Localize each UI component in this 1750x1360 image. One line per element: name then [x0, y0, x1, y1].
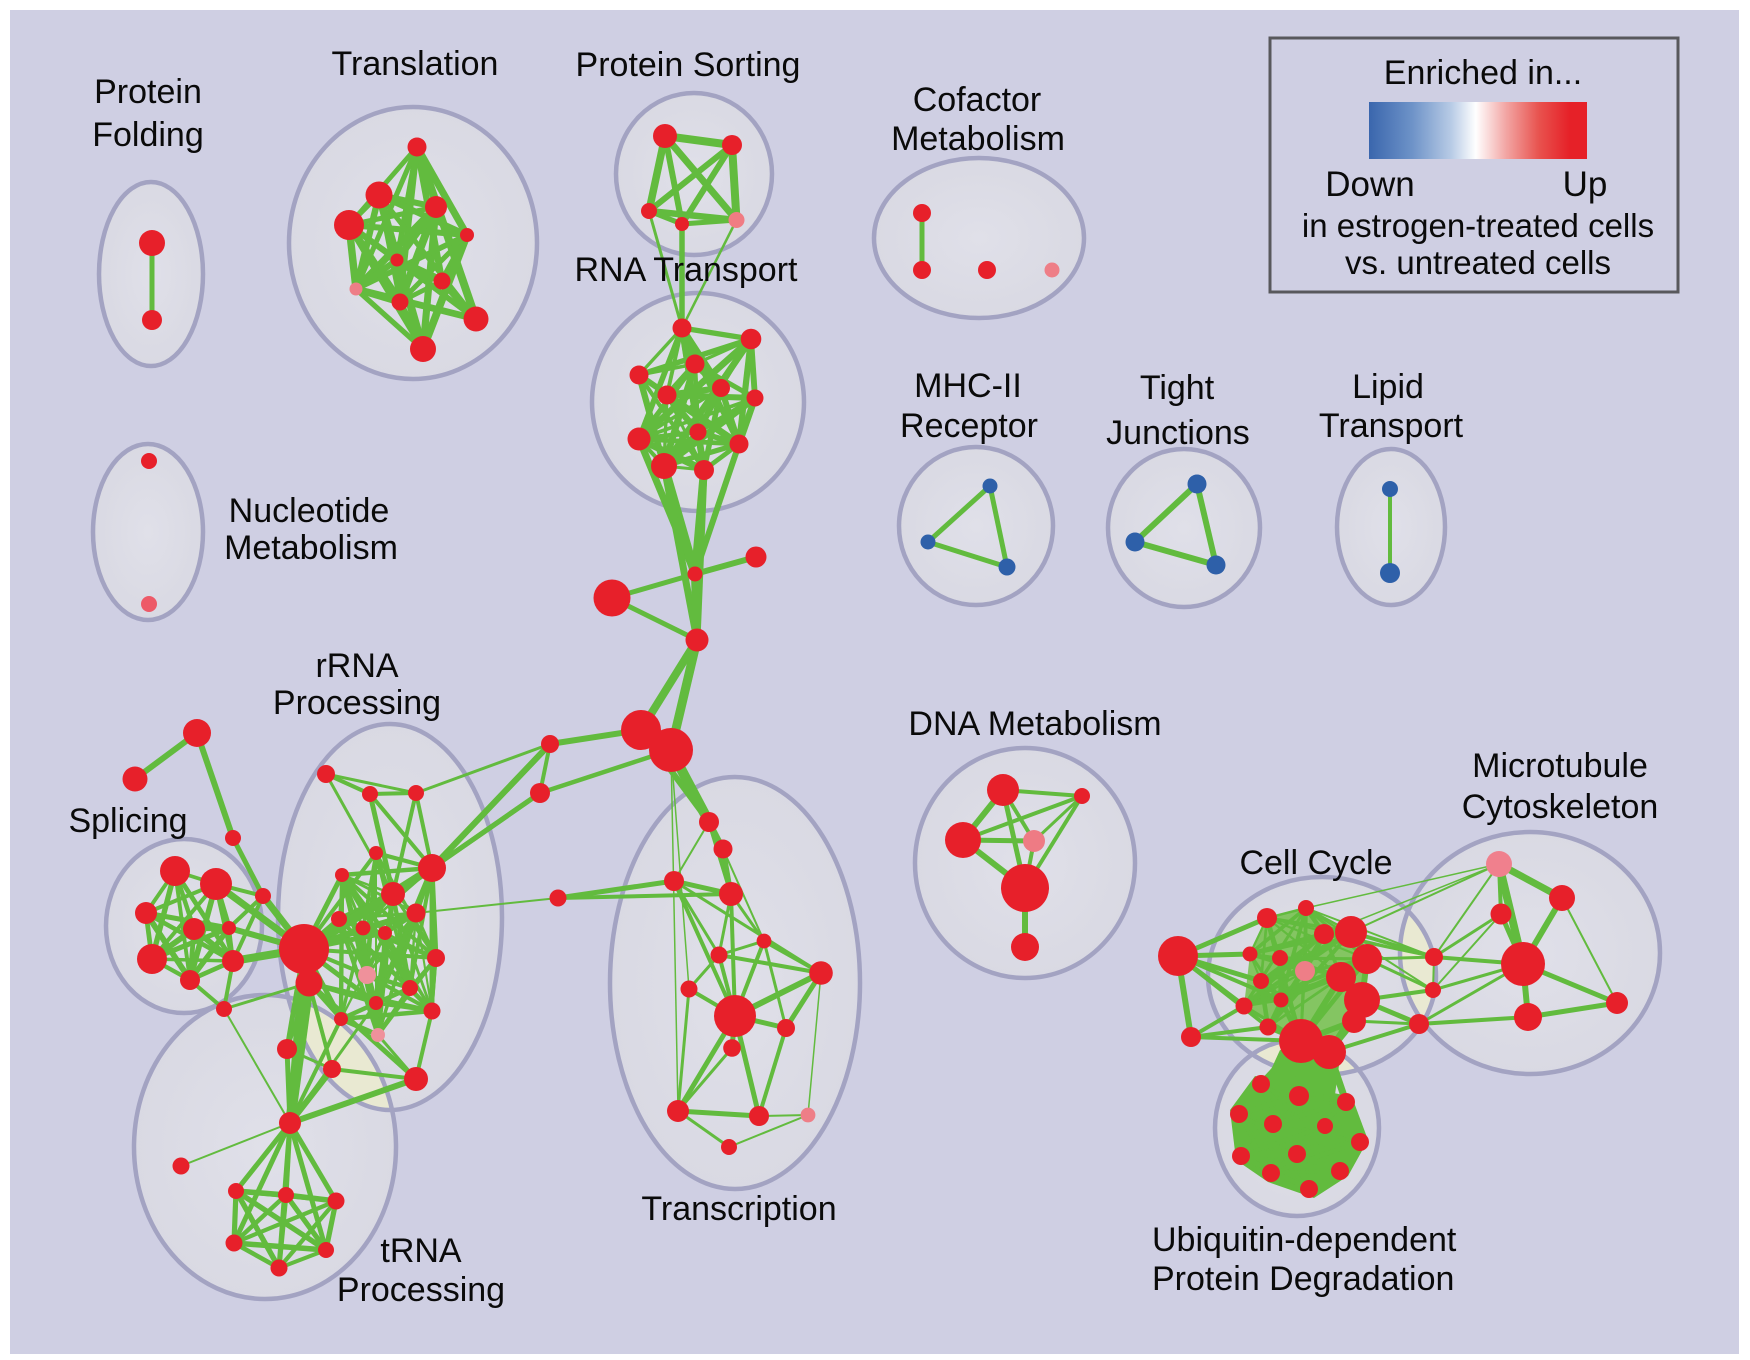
- svg-text:Cytoskeleton: Cytoskeleton: [1462, 788, 1659, 826]
- svg-text:Processing: Processing: [273, 684, 441, 722]
- svg-text:Folding: Folding: [92, 116, 204, 154]
- svg-text:Up: Up: [1563, 165, 1608, 204]
- svg-text:Lipid: Lipid: [1352, 368, 1424, 406]
- svg-text:Splicing: Splicing: [68, 802, 187, 840]
- svg-text:tRNA: tRNA: [380, 1232, 462, 1270]
- svg-text:DNA Metabolism: DNA Metabolism: [908, 705, 1161, 743]
- svg-text:Protein Sorting: Protein Sorting: [576, 46, 801, 84]
- svg-text:Down: Down: [1325, 165, 1414, 204]
- svg-text:Receptor: Receptor: [900, 407, 1038, 445]
- svg-text:Processing: Processing: [337, 1271, 505, 1309]
- svg-text:Enriched in...: Enriched in...: [1384, 54, 1582, 92]
- svg-text:Protein Degradation: Protein Degradation: [1152, 1260, 1454, 1298]
- svg-text:Transcription: Transcription: [641, 1190, 836, 1228]
- svg-text:Transport: Transport: [1319, 407, 1464, 445]
- svg-text:Translation: Translation: [332, 45, 499, 83]
- svg-text:Microtubule: Microtubule: [1472, 747, 1648, 785]
- svg-text:Tight: Tight: [1140, 369, 1215, 407]
- svg-text:Metabolism: Metabolism: [224, 529, 398, 567]
- svg-text:RNA Transport: RNA Transport: [575, 251, 799, 289]
- svg-text:Cell Cycle: Cell Cycle: [1239, 844, 1392, 882]
- svg-text:vs. untreated cells: vs. untreated cells: [1345, 244, 1611, 281]
- svg-text:Protein: Protein: [94, 73, 202, 111]
- svg-text:Metabolism: Metabolism: [891, 120, 1065, 158]
- svg-text:rRNA: rRNA: [315, 647, 398, 685]
- svg-text:Junctions: Junctions: [1106, 414, 1250, 452]
- svg-text:MHC-II: MHC-II: [914, 367, 1022, 405]
- svg-text:Cofactor: Cofactor: [913, 81, 1042, 119]
- svg-text:Nucleotide: Nucleotide: [229, 492, 390, 530]
- svg-text:Ubiquitin-dependent: Ubiquitin-dependent: [1152, 1221, 1457, 1259]
- svg-text:in estrogen-treated cells: in estrogen-treated cells: [1302, 207, 1654, 244]
